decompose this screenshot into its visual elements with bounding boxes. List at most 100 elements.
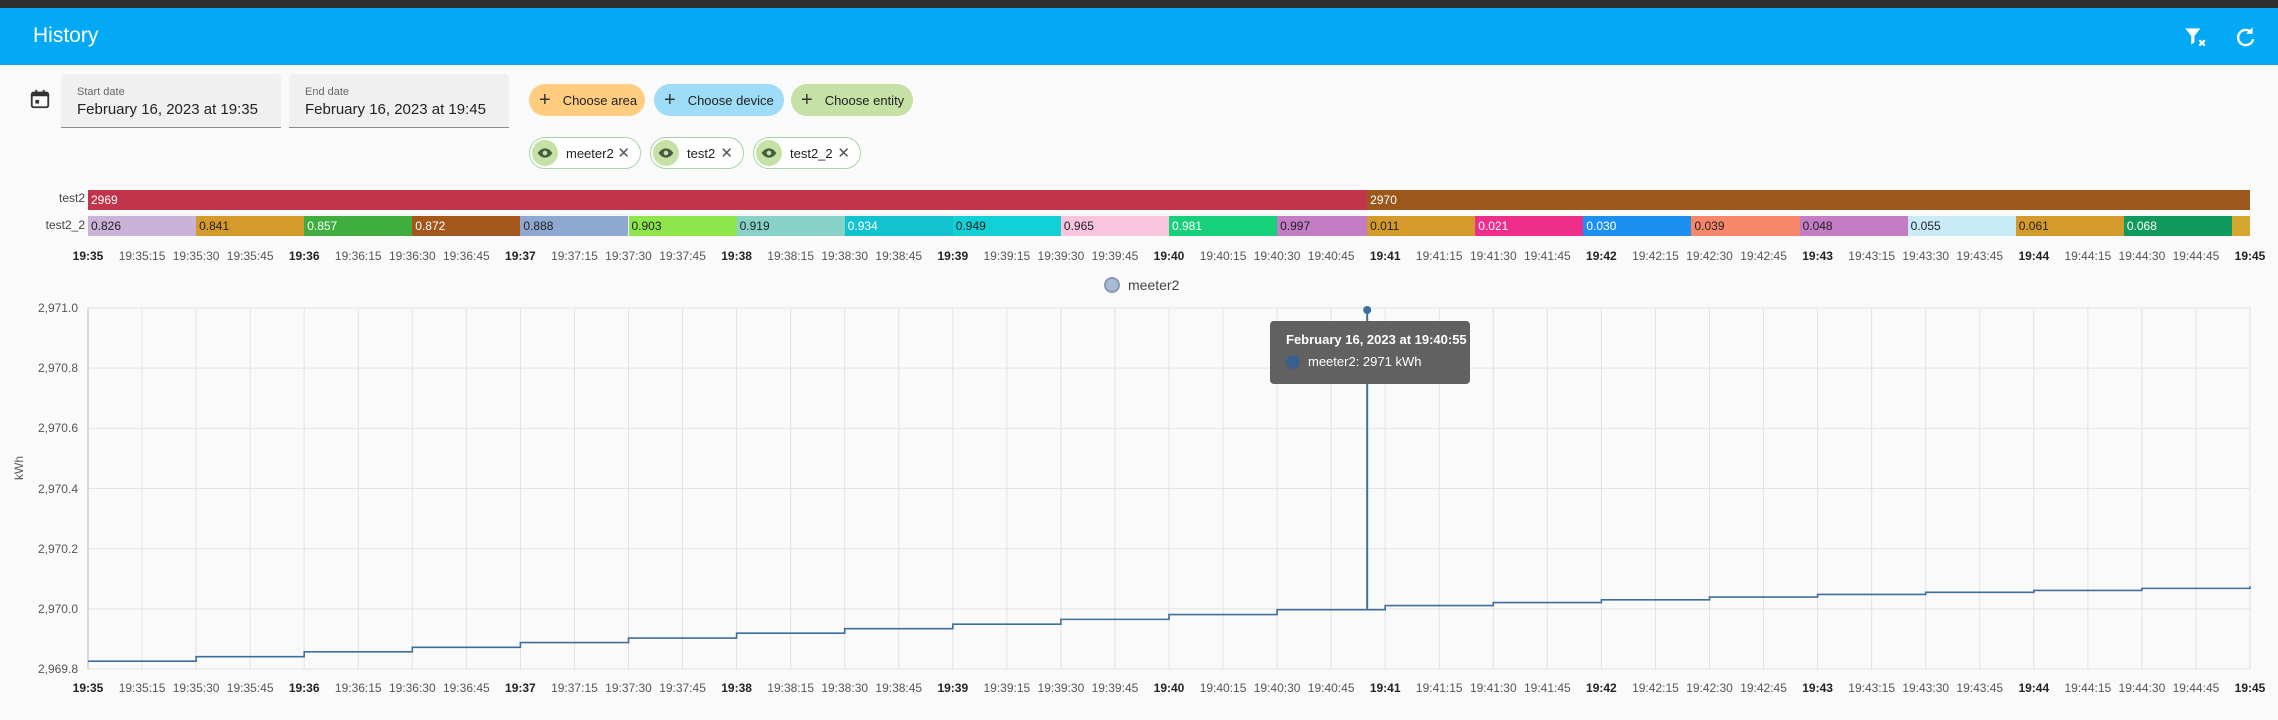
tooltip-title: February 16, 2023 at 19:40:55 [1286, 332, 1467, 347]
choose-area-label: Choose area [562, 92, 638, 108]
timeline-segment-test2-2[interactable]: 0.997 [1277, 216, 1368, 236]
chart-tooltip: February 16, 2023 at 19:40:55 meeter2: 2… [1270, 321, 1470, 384]
y-tick-label: 2,970.4 [37, 481, 78, 496]
time-tick-label: 19:36:15 [334, 681, 382, 695]
timeline-segment-test2-2[interactable]: 0.048 [1799, 216, 1908, 236]
timeline-segment-test2-2[interactable]: 0.888 [520, 216, 629, 236]
time-tick-label: 19:42:15 [1632, 249, 1679, 263]
timeline-segment-test2-2[interactable] [2231, 216, 2250, 236]
timeline-segment-test2-2[interactable]: 0.030 [1583, 216, 1692, 236]
y-axis-unit: kWh [12, 456, 26, 480]
choose-device-button[interactable]: + Choose device [654, 84, 784, 116]
time-tick-label: 19:44:30 [2118, 249, 2166, 263]
time-tick-label: 19:43 [1802, 249, 1833, 263]
timeline-segment-test2[interactable]: 2970 [1367, 190, 2250, 210]
time-tick-label: 19:43:15 [1848, 249, 1895, 263]
time-tick-label: 19:35:15 [118, 681, 166, 695]
time-tick-label: 19:41 [1369, 681, 1401, 695]
start-date-field[interactable]: Start date February 16, 2023 at 19:35 [61, 74, 281, 128]
time-tick-label: 19:43:45 [1956, 681, 2004, 695]
remove-icon[interactable]: ✕ [617, 145, 630, 162]
time-tick-label: 19:42:30 [1686, 249, 1733, 263]
time-tick-label: 19:36 [288, 249, 320, 263]
eye-icon [653, 140, 679, 166]
timeline-segment-test2-2[interactable]: 0.068 [2123, 216, 2232, 236]
time-tick-label: 19:40:45 [1307, 681, 1355, 695]
time-tick-label: 19:41:45 [1523, 681, 1571, 695]
time-tick-label: 19:43:30 [1902, 249, 1950, 263]
plus-icon: + [539, 89, 551, 111]
timeline-segment-test2-2[interactable]: 0.919 [736, 216, 845, 236]
timeline-segment-test2-2[interactable]: 0.903 [628, 216, 737, 236]
choose-area-button[interactable]: + Choose area [529, 84, 645, 116]
time-tick-label: 19:35:45 [226, 681, 274, 695]
choose-entity-button[interactable]: + Choose entity [791, 84, 913, 116]
refresh-icon[interactable] [2232, 24, 2258, 50]
end-date-label: End date [305, 86, 350, 98]
timeline-segment-test2-2[interactable]: 0.934 [844, 216, 953, 236]
time-tick-label: 19:43 [1802, 681, 1833, 695]
time-tick-label: 19:38 [721, 681, 752, 695]
entity-chip-meeter2[interactable]: meeter2 ✕ [529, 137, 641, 169]
time-tick-label: 19:43:45 [1956, 249, 2004, 263]
time-tick-label: 19:36 [288, 681, 320, 695]
chart-legend[interactable]: meeter2 [1104, 277, 1179, 293]
entity-chip-test2-2[interactable]: test2_2 ✕ [753, 137, 861, 169]
time-tick-label: 19:40:30 [1253, 681, 1301, 695]
entity-chip-label: meeter2 [566, 145, 614, 161]
time-tick-label: 19:37:15 [551, 681, 598, 695]
timeline-segment-test2-2[interactable]: 0.055 [1907, 216, 2016, 236]
timeline-segment-test2[interactable]: 2969 [88, 190, 1368, 210]
remove-icon[interactable]: ✕ [837, 145, 850, 162]
entity-chip-label: test2 [687, 145, 716, 161]
time-tick-label: 19:42:45 [1740, 681, 1787, 695]
tooltip-text: meeter2: 2971 kWh [1308, 354, 1422, 369]
y-tick-label: 2,970.6 [37, 421, 78, 436]
time-tick-label: 19:41:45 [1523, 249, 1571, 263]
time-tick-label: 19:37 [505, 249, 536, 263]
y-tick-label: 2,969.8 [37, 662, 78, 676]
time-tick-label: 19:44:45 [2172, 249, 2220, 263]
time-tick-label: 19:42 [1586, 249, 1617, 263]
timeline-segment-test2-2[interactable]: 0.011 [1367, 216, 1476, 236]
time-tick-label: 19:44:15 [2064, 249, 2112, 263]
entity-chip-test2[interactable]: test2 ✕ [650, 137, 744, 169]
time-tick-label: 19:45 [2234, 681, 2266, 695]
time-tick-label: 19:36:45 [442, 681, 490, 695]
time-tick-label: 19:37:15 [551, 249, 598, 263]
timeline-segment-test2-2[interactable]: 0.061 [2015, 216, 2124, 236]
time-tick-label: 19:35:30 [172, 681, 220, 695]
time-tick-label: 19:38:30 [821, 249, 869, 263]
timeline-segment-test2-2[interactable]: 0.949 [952, 216, 1061, 236]
time-tick-label: 19:44 [2018, 249, 2050, 263]
time-tick-label: 19:38:30 [821, 681, 869, 695]
filter-remove-icon[interactable] [2182, 24, 2208, 50]
timeline-segment-test2-2[interactable]: 0.857 [304, 216, 413, 236]
spike-point [1363, 306, 1372, 314]
time-tick-label: 19:35:30 [172, 249, 220, 263]
time-tick-label: 19:38 [721, 249, 752, 263]
end-date-field[interactable]: End date February 16, 2023 at 19:45 [289, 74, 509, 128]
timeline-segment-test2-2[interactable]: 0.826 [88, 216, 197, 236]
timeline-segment-test2-2[interactable]: 0.039 [1691, 216, 1800, 236]
app-bar: History [0, 8, 2278, 65]
remove-icon[interactable]: ✕ [720, 145, 733, 162]
timeline-segment-test2-2[interactable]: 0.965 [1060, 216, 1169, 236]
time-tick-label: 19:36:15 [334, 249, 382, 263]
time-tick-label: 19:39 [937, 249, 969, 263]
time-tick-label: 19:38:45 [875, 681, 923, 695]
legend-swatch [1104, 277, 1120, 293]
choose-entity-label: Choose entity [824, 92, 905, 108]
time-tick-label: 19:41:30 [1469, 249, 1517, 263]
time-tick-label: 19:38:15 [767, 249, 814, 263]
timeline-segment-test2-2[interactable]: 0.981 [1169, 216, 1278, 236]
legend-label: meeter2 [1128, 277, 1180, 293]
timeline-segment-test2-2[interactable]: 0.021 [1475, 216, 1584, 236]
time-tick-label: 19:40:30 [1253, 249, 1301, 263]
calendar-icon[interactable] [29, 88, 51, 115]
timeline-segment-test2-2[interactable]: 0.841 [196, 216, 305, 236]
timeline-row-label-test2: test2 [58, 191, 85, 205]
timeline-segment-test2-2[interactable]: 0.872 [412, 216, 521, 236]
time-tick-label: 19:37:30 [605, 249, 652, 263]
time-tick-label: 19:43:30 [1902, 681, 1950, 695]
